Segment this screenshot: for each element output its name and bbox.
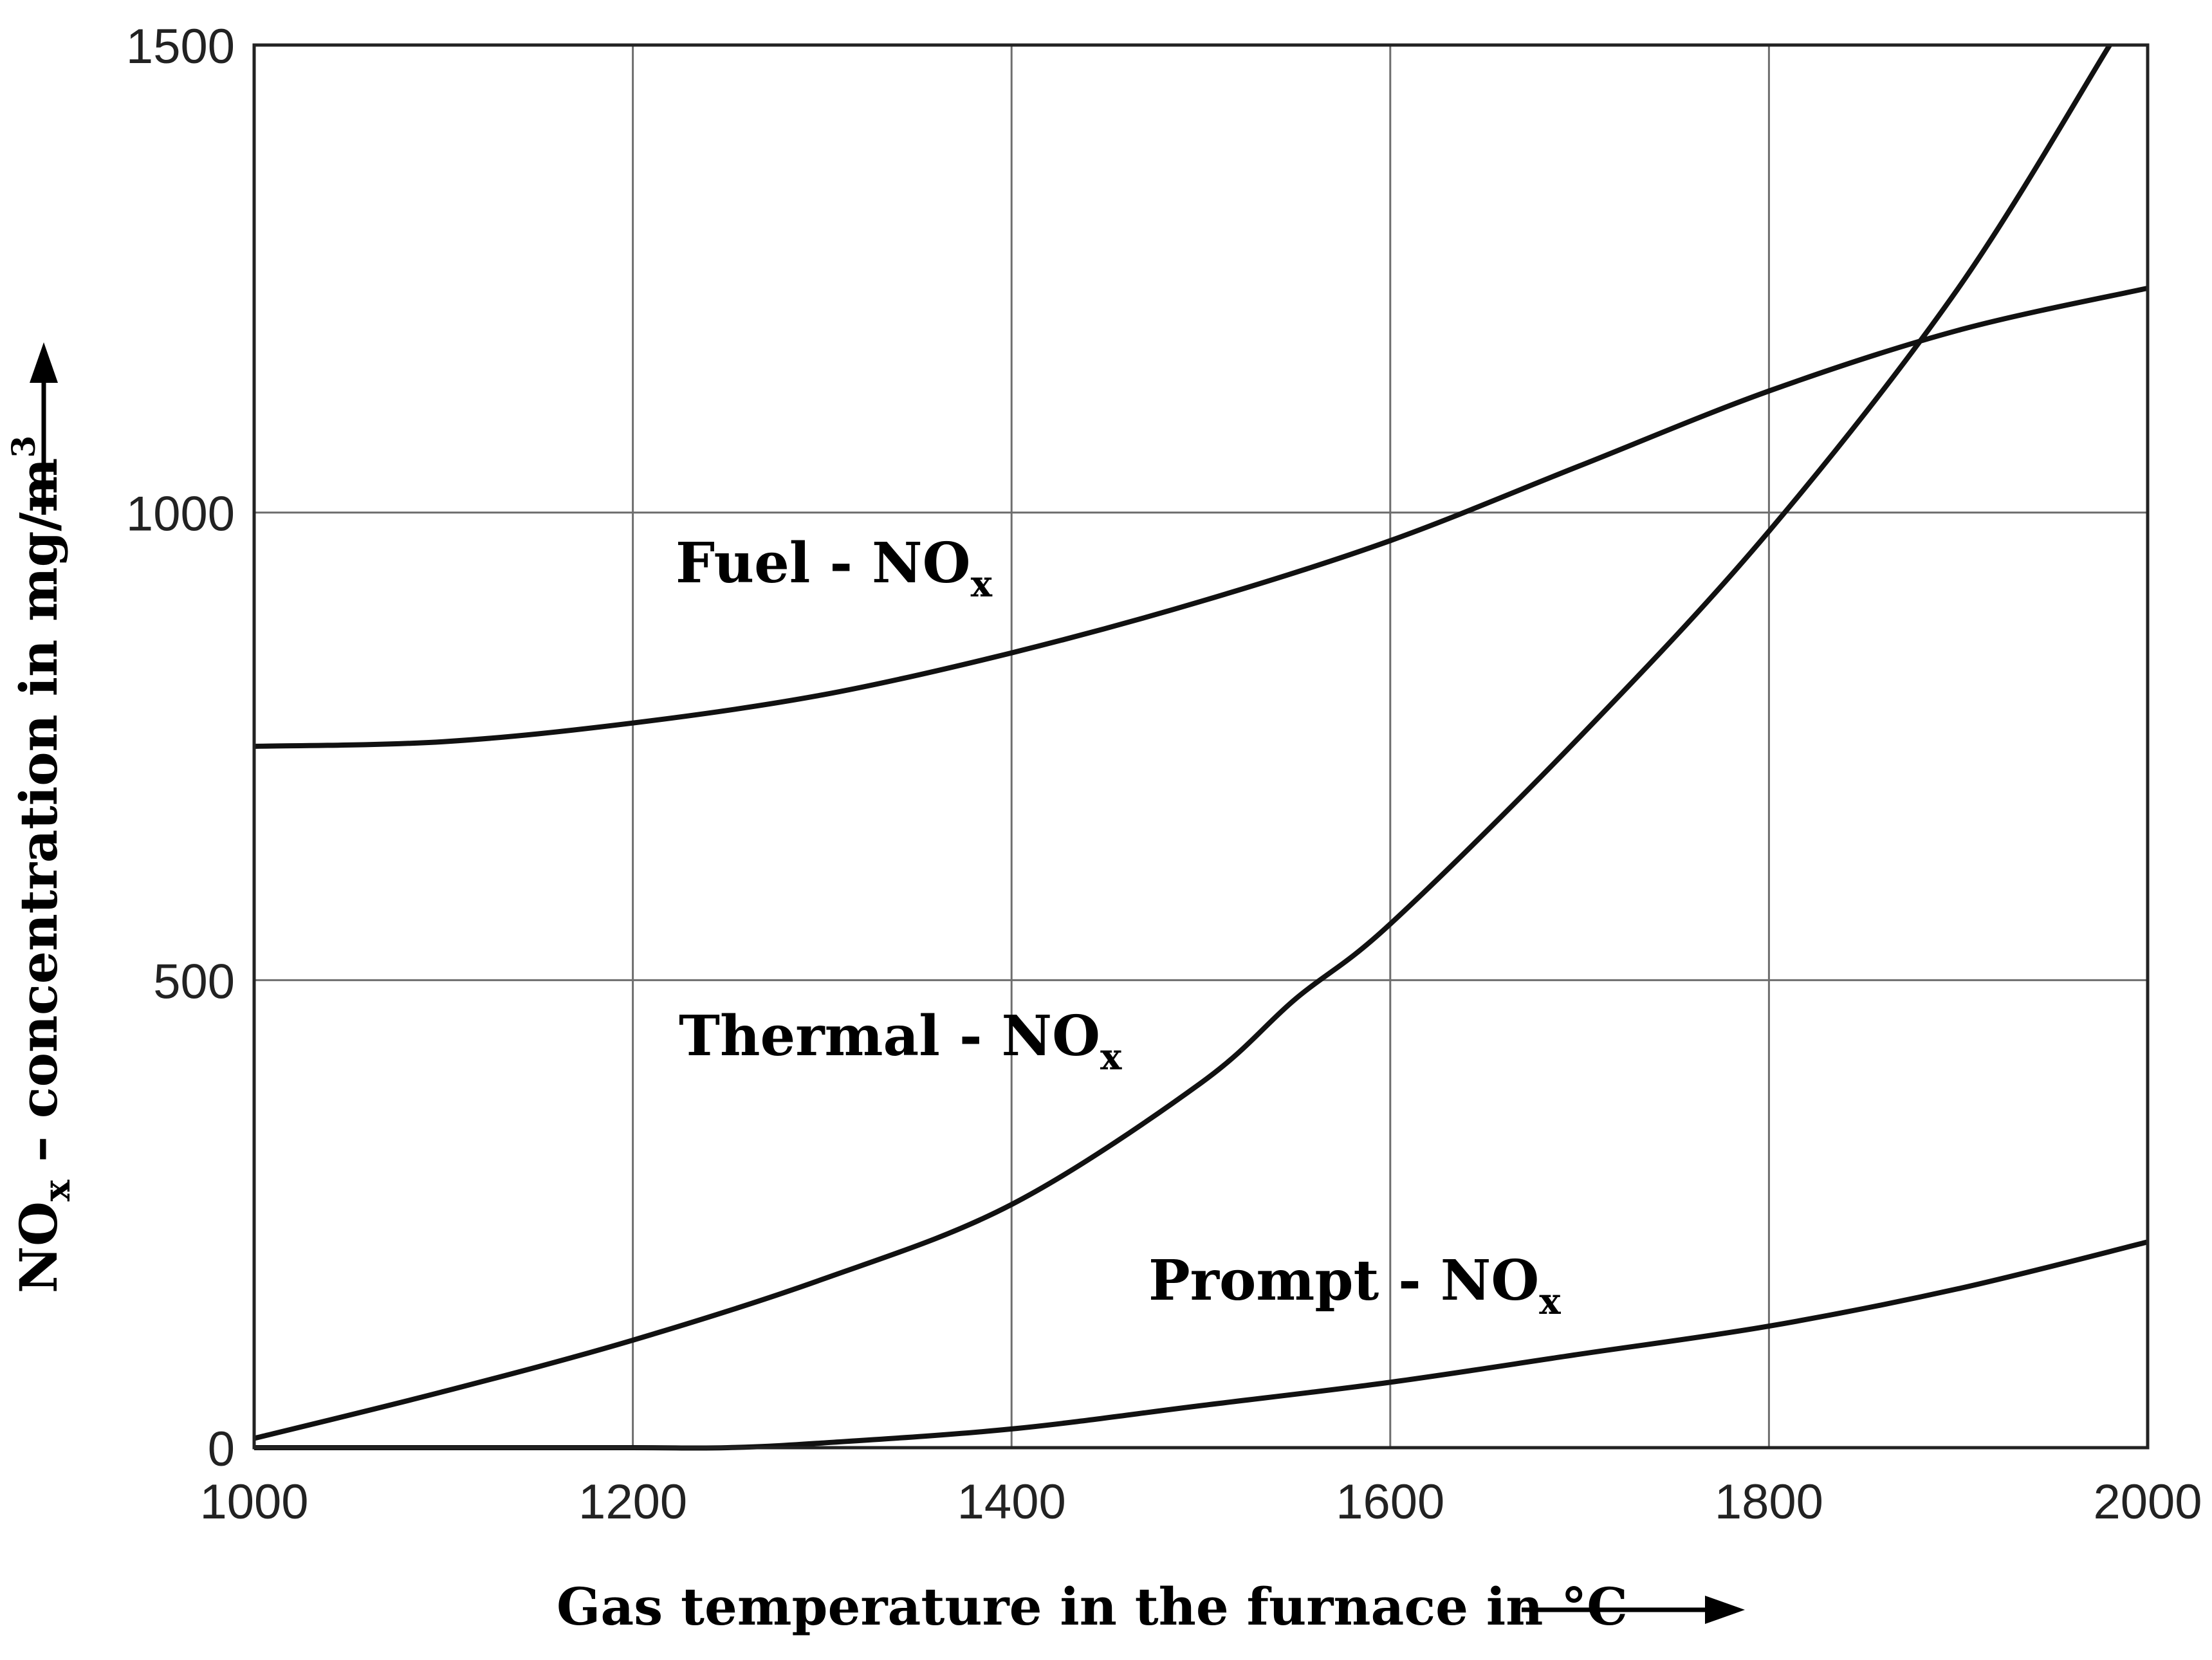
- x-tick-label: 1800: [1715, 1475, 1823, 1529]
- series-label-prompt: Prompt - NOx: [1148, 1248, 1561, 1323]
- x-tick-label: 1600: [1336, 1475, 1444, 1529]
- series-lines: [253, 43, 2148, 1451]
- y-tick-label: 1500: [126, 19, 235, 74]
- grid-lines: [253, 44, 2149, 1449]
- series-line-thermal: [253, 43, 2112, 1441]
- y-tick-label: 500: [153, 954, 235, 1009]
- y-axis-label: NOx – concentration in mg/m3: [5, 436, 78, 1293]
- x-tick-label: 1000: [199, 1475, 308, 1529]
- x-axis-label: Gas temperature in the furnace in °C: [557, 1576, 1628, 1637]
- x-tick-label: 1400: [957, 1475, 1066, 1529]
- y-tick-label: 1000: [126, 487, 235, 542]
- series-label-thermal: Thermal - NOx: [679, 1004, 1122, 1078]
- x-tick-label: 1200: [578, 1475, 687, 1529]
- x-axis-arrow-head: [1705, 1596, 1745, 1624]
- x-tick-labels: 1000 1200 1400 1600 1800 2000: [199, 1475, 2202, 1529]
- x-tick-label: 2000: [2093, 1475, 2202, 1529]
- y-tick-labels: 0 500 1000 1500: [126, 19, 235, 1477]
- series-line-fuel: [253, 285, 2148, 749]
- series-label-fuel: Fuel - NOx: [676, 531, 993, 605]
- y-axis-arrow-head: [30, 342, 58, 383]
- plot-frame: [252, 43, 2150, 1450]
- y-tick-label: 0: [208, 1422, 235, 1477]
